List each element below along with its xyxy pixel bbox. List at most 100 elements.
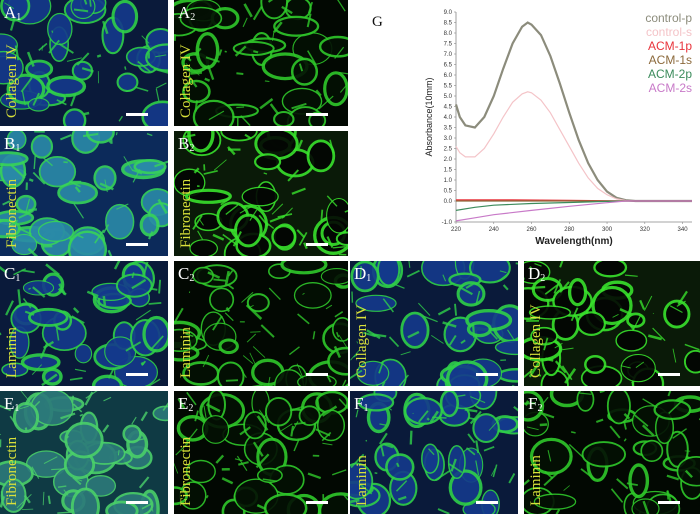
- panel-index: 1: [366, 273, 372, 284]
- x-tick-label: 260: [527, 227, 538, 233]
- micrograph-panel-f1: F1 Laminin: [350, 391, 518, 514]
- y-tick-label: 4.5: [444, 105, 453, 111]
- micrograph-panel-b1: B1 Fibronectin: [0, 131, 168, 256]
- series-line-acm-2s: [455, 200, 692, 222]
- y-tick-label: 5.5: [444, 84, 453, 90]
- micrograph-panel-c1: C1 Laminin: [0, 261, 168, 386]
- stain-label: Laminin: [354, 455, 370, 506]
- y-tick-label: 6.0: [444, 73, 453, 79]
- panel-letter: E: [4, 394, 15, 413]
- scale-bar: [306, 243, 328, 246]
- y-tick-label: 4.0: [444, 115, 453, 121]
- micrograph-image: [350, 391, 518, 514]
- micrograph-panel-d1: D1 Collagen IV: [350, 261, 518, 386]
- x-tick-label: 240: [489, 227, 500, 233]
- legend-entry-acm-2p: ACM-2p: [648, 67, 692, 81]
- y-tick-label: 7.0: [444, 52, 453, 58]
- y-tick-label: 7.5: [444, 42, 453, 48]
- micrograph-panel-c2: C2 Laminin: [174, 261, 348, 386]
- stain-label: Collagen IV: [528, 304, 544, 378]
- micrograph-panel-a2: A2 Collagen IV: [174, 0, 348, 126]
- y-tick-label: 6.5: [444, 63, 453, 69]
- legend-entry-acm-2s: ACM-2s: [649, 81, 692, 95]
- micrograph-image: [174, 131, 348, 256]
- absorbance-chart-panel: G -1.0 0.0 0.5 1.0 1.5 2.0 2.5 3.0 3.5 4.0 4.5 5.0 5…: [350, 0, 700, 258]
- panel-label: B2: [178, 135, 194, 157]
- micrograph-image: [0, 131, 168, 256]
- y-tick-label: 8.5: [444, 21, 453, 27]
- panel-letter: F: [354, 394, 364, 413]
- stain-label: Fibronectin: [4, 178, 20, 248]
- micrograph-image: [0, 391, 168, 514]
- legend-entry-control-p: control-p: [645, 11, 692, 25]
- panel-label: D2: [528, 265, 545, 287]
- scale-bar: [306, 501, 328, 504]
- micrograph-image: [174, 0, 348, 126]
- figure-label-g: G: [372, 14, 383, 30]
- x-tick-label: 340: [678, 227, 689, 233]
- stain-label: Laminin: [4, 327, 20, 378]
- stain-label: Collagen IV: [4, 44, 20, 118]
- micrograph-panel-a1: A1 Collagen IV: [0, 0, 168, 126]
- panel-index: 1: [15, 143, 21, 154]
- scale-bar: [658, 373, 680, 376]
- stain-label: Collagen IV: [354, 304, 370, 378]
- scale-bar: [126, 373, 148, 376]
- scale-bar: [306, 113, 328, 116]
- panel-label: D1: [354, 265, 371, 287]
- y-tick-label: -1.0: [442, 220, 453, 226]
- y-tick-label: 1.5: [444, 168, 453, 174]
- legend-entry-acm-1s: ACM-1s: [649, 53, 692, 67]
- panel-index: 2: [537, 403, 543, 414]
- panel-letter: C: [178, 264, 190, 283]
- panel-letter: E: [178, 394, 189, 413]
- panel-label: A2: [178, 4, 195, 26]
- panel-index: 1: [14, 403, 20, 414]
- micrograph-panel-f2: F2 Laminin: [524, 391, 700, 514]
- scale-bar: [306, 373, 328, 376]
- y-tick-label: 3.5: [444, 126, 453, 132]
- legend-entry-control-s: control-s: [646, 25, 692, 39]
- y-tick-label: 9.0: [444, 10, 453, 16]
- absorbance-chart: G -1.0 0.0 0.5 1.0 1.5 2.0 2.5 3.0 3.5 4.0 4.5 5.0 5…: [372, 10, 692, 247]
- panel-label: C2: [178, 265, 194, 287]
- x-tick-label: 300: [602, 227, 613, 233]
- scale-bar: [476, 373, 498, 376]
- panel-letter: A: [4, 3, 17, 22]
- panel-letter: F: [528, 394, 538, 413]
- x-tick-label: 220: [451, 227, 462, 233]
- panel-label: B1: [4, 135, 20, 157]
- scale-bar: [126, 113, 148, 116]
- panel-index: 2: [188, 403, 194, 414]
- micrograph-image: [0, 0, 168, 126]
- y-tick-label: 3.0: [444, 136, 453, 142]
- micrograph-panel-d2: D2 Collagen IV: [524, 261, 700, 386]
- panel-index: 1: [15, 273, 21, 284]
- micrograph-image: [0, 261, 168, 386]
- x-axis-title: Wavelength(nm): [535, 236, 612, 247]
- panel-index: 1: [16, 12, 22, 23]
- micrograph-image: [524, 391, 700, 514]
- panel-label: C1: [4, 265, 20, 287]
- y-tick-label: 5.0: [444, 94, 453, 100]
- scale-bar: [476, 501, 498, 504]
- stain-label: Fibronectin: [4, 436, 20, 506]
- panel-label: A1: [4, 4, 21, 26]
- y-tick-label: 2.0: [444, 157, 453, 163]
- micrograph-image: [174, 391, 348, 514]
- y-tick-label: 2.5: [444, 147, 453, 153]
- panel-label: E1: [4, 395, 19, 417]
- panel-label: E2: [178, 395, 193, 417]
- stain-label: Laminin: [528, 455, 544, 506]
- x-tick-label: 280: [564, 227, 575, 233]
- panel-label: F2: [528, 395, 542, 417]
- scale-bar: [126, 243, 148, 246]
- panel-index: 2: [190, 12, 196, 23]
- x-tick-label: 320: [640, 227, 651, 233]
- panel-letter: B: [4, 134, 16, 153]
- micrograph-panel-e2: E2 Fibronectin: [174, 391, 348, 514]
- stain-label: Fibronectin: [178, 436, 194, 506]
- micrograph-image: [350, 261, 518, 386]
- micrograph-panel-b2: B2 Fibronectin: [174, 131, 348, 256]
- panel-letter: A: [178, 3, 191, 22]
